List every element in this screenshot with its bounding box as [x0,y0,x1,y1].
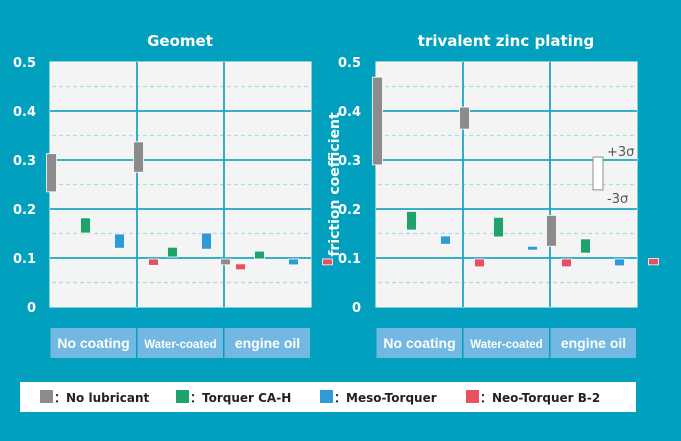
bar-meso-torquer [201,232,212,250]
legend-swatch-meso-torquer [320,390,333,403]
sigma-range-bar [592,156,604,191]
bar-no-lubricant [220,258,231,266]
y-tick-label: 0.2 [338,203,361,218]
bar-torquer-ca-h [254,250,265,260]
category-label: No coating [383,335,455,351]
bar-torquer-ca-h [493,216,504,238]
bar-meso-torquer [288,258,299,266]
legend-swatch-neo-torquer-b2 [466,390,479,403]
sigma-lower-label: -3σ [607,192,628,207]
y-tick-label: 0.3 [338,154,361,169]
y-tick-label: 0.4 [338,105,361,120]
bar-neo-torquer-b2 [561,258,572,268]
chart-title: trivalent zinc plating [418,32,594,50]
y-axis-label: friction coefficient [327,112,343,257]
y-tick-label: 0 [352,301,361,316]
category-label: Water-coated [470,339,542,351]
bar-meso-torquer [614,258,625,267]
bar-neo-torquer-b2 [648,258,659,266]
bar-no-lubricant [459,106,470,130]
y-tick-label: 0.3 [13,154,36,169]
category-label: Water-coated [144,339,216,351]
legend-label: ：Torquer CA-H [190,391,291,405]
bar-neo-torquer-b2 [322,258,333,266]
legend-swatch-no-lubricant [40,390,53,403]
y-tick-label: 0.5 [338,56,361,71]
legend-label: ：Meso-Torquer [334,391,437,405]
bar-torquer-ca-h [580,238,591,254]
y-tick-label: 0.1 [13,252,36,267]
legend-label: ：Neo-Torquer B-2 [480,391,600,405]
bar-neo-torquer-b2 [148,258,159,266]
bar-meso-torquer [440,235,451,245]
y-tick-label: 0.4 [13,105,36,120]
bar-neo-torquer-b2 [474,258,485,268]
legend-label: ：No lubricant [54,391,149,405]
bar-neo-torquer-b2 [235,263,246,271]
bar-no-lubricant [46,153,57,193]
chart-panel-geomet: Geomet 0 0.1 0.2 0.3 0.4 0.5 No coating Water-co… [13,32,333,358]
y-tick-label: 0 [27,301,36,316]
bar-no-lubricant [133,141,144,173]
bar-meso-torquer [114,233,125,249]
bar-no-lubricant [546,214,557,247]
category-label: engine oil [235,335,300,351]
chart-title: Geomet [147,32,213,50]
sigma-upper-label: +3σ [607,145,634,160]
sigma-annotation: +3σ -3σ [592,145,634,207]
y-tick-label: 0.2 [13,203,36,218]
category-label: engine oil [561,335,626,351]
bar-torquer-ca-h [80,217,91,234]
category-box [550,328,636,358]
category-box [224,328,310,358]
legend-swatch-torquer-ca-h [176,390,189,403]
y-tick-label: 0.1 [338,252,361,267]
bar-torquer-ca-h [167,246,178,258]
bar-no-lubricant [372,76,383,166]
bar-torquer-ca-h [406,211,417,231]
legend: ：No lubricant ：Torquer CA-H ：Meso-Torquer ：… [20,382,636,412]
category-box [137,328,223,358]
y-tick-label: 0.5 [13,56,36,71]
category-box [463,328,549,358]
category-box [50,328,136,358]
category-box [376,328,462,358]
bar-meso-torquer [527,245,538,251]
category-label: No coating [57,335,129,351]
